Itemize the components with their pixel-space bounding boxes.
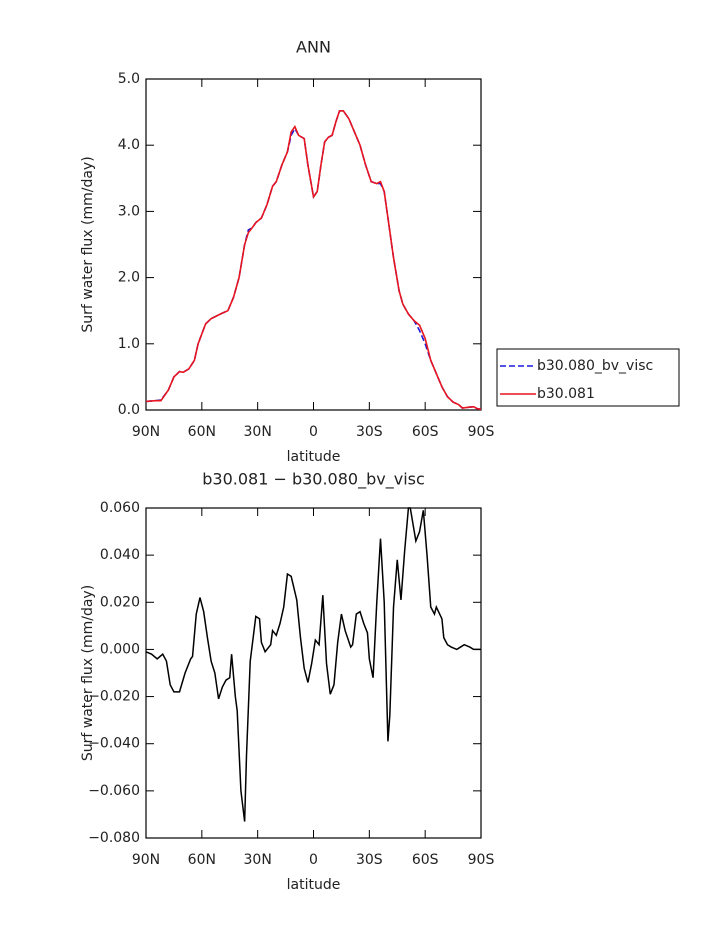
x-tick-label: 30S — [356, 424, 383, 440]
x-tick-label: 30N — [244, 852, 272, 868]
y-tick-label: 0.000 — [100, 641, 140, 657]
x-tick-label: 0 — [309, 424, 318, 440]
x-tick-label: 30N — [244, 424, 272, 440]
y-tick-label: 0.060 — [100, 500, 140, 516]
x-axis-label: latitude — [287, 449, 341, 465]
y-tick-label: 3.0 — [118, 203, 140, 219]
y-tick-label: −0.060 — [88, 783, 140, 799]
y-tick-label: 0.0 — [118, 402, 140, 418]
legend-box — [496, 348, 680, 407]
x-tick-label: 90N — [132, 852, 160, 868]
y-tick-label: 0.040 — [100, 547, 140, 563]
legend-label: b30.080_bv_visc — [537, 358, 653, 374]
y-tick-label: 5.0 — [118, 71, 140, 87]
y-axis-label: Surf water flux (mm/day) — [80, 585, 96, 761]
x-tick-label: 30S — [356, 852, 383, 868]
x-tick-label: 60S — [412, 852, 439, 868]
y-tick-label: 1.0 — [118, 336, 140, 352]
y-tick-label: 0.020 — [100, 594, 140, 610]
y-tick-label: −0.040 — [88, 736, 140, 752]
series-line — [145, 507, 481, 822]
x-axis-label: latitude — [287, 877, 341, 893]
y-tick-label: 4.0 — [118, 137, 140, 153]
y-tick-label: 2.0 — [118, 270, 140, 286]
x-tick-label: 60N — [188, 852, 216, 868]
x-tick-label: 90N — [132, 424, 160, 440]
y-tick-label: −0.080 — [88, 830, 140, 846]
chart-title: b30.081 − b30.080_bv_visc — [202, 470, 425, 490]
chart-title: ANN — [296, 38, 331, 57]
y-tick-label: −0.020 — [88, 689, 140, 705]
x-tick-label: 0 — [309, 852, 318, 868]
x-tick-label: 60S — [412, 424, 439, 440]
x-tick-label: 90S — [468, 424, 495, 440]
x-tick-label: 60N — [188, 424, 216, 440]
series-line — [145, 109, 482, 411]
legend-label: b30.081 — [537, 386, 595, 402]
series-line — [145, 109, 482, 411]
x-tick-label: 90S — [468, 852, 495, 868]
y-axis-label: Surf water flux (mm/day) — [80, 156, 96, 332]
